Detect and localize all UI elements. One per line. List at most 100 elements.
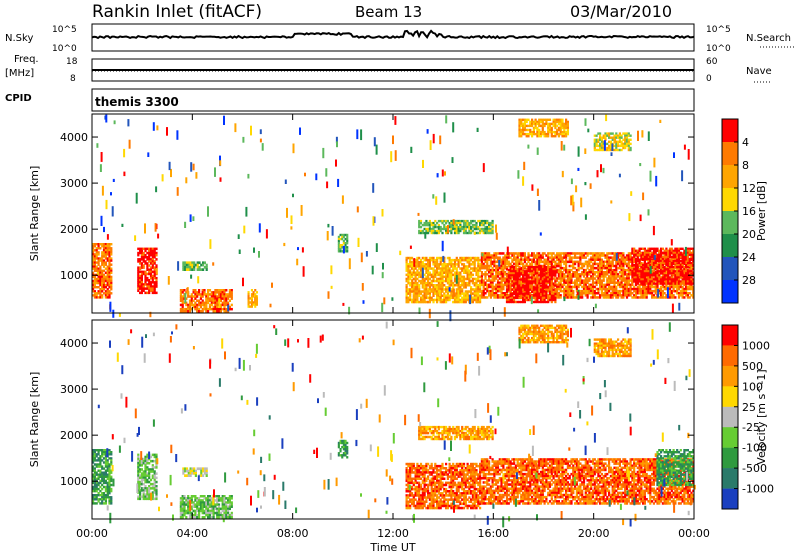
power-cell-46: [96, 243, 98, 245]
power-cell-3866: [545, 284, 547, 286]
power-cell-3957: [631, 282, 633, 284]
power-cell-682: [193, 261, 195, 264]
power-cell-409: [155, 254, 157, 257]
power-cell-3561: [506, 297, 508, 299]
power-cell-657: [231, 308, 233, 311]
power-cell-138: [103, 270, 105, 272]
power-cell-3750: [531, 284, 533, 286]
power-cell-3926: [553, 289, 555, 291]
cpid-panel: [92, 89, 694, 111]
power-cell-780: [346, 242, 348, 244]
power-cell-4889: [540, 135, 542, 137]
power-cell-490: [196, 295, 198, 298]
nsky-tick-top: 10^5: [52, 25, 77, 35]
power-cell-4671: [450, 232, 452, 234]
nsearch-tick-bottom: 10^0: [706, 44, 731, 54]
freq-tick-top: 18: [66, 57, 78, 67]
power-cell-495: [196, 310, 198, 313]
power-cell-4895: [542, 129, 544, 131]
nsky-label: N.Sky: [5, 33, 33, 44]
power-cell-4565: [628, 132, 630, 134]
power-cell-3552: [506, 268, 508, 270]
power-cell-4856: [531, 135, 533, 137]
power-cell-629: [225, 289, 227, 292]
power-cell-3910: [551, 280, 553, 282]
power-cell-133: [103, 255, 105, 257]
power-cell-4540: [621, 137, 623, 139]
power-cell-3566: [508, 276, 510, 278]
power-cell-137: [103, 266, 105, 268]
nsky-trace: [92, 31, 694, 38]
power-cell-4459: [599, 132, 601, 134]
power-heatmap: [92, 115, 694, 322]
power-cell-542: [207, 302, 209, 305]
power-cell-647: [229, 295, 231, 298]
power-cell-4208: [664, 260, 666, 262]
power-cell-91: [99, 268, 101, 270]
power-cell-736: [256, 291, 258, 293]
power-cell-233: [110, 284, 112, 286]
site-title: Rankin Inlet (fitACF): [92, 2, 262, 22]
power-cell-599: [218, 310, 220, 313]
power-cell-3720: [527, 274, 529, 276]
power-cell-4964: [561, 119, 563, 121]
power-cell-702: [206, 266, 208, 269]
power-cell-222: [110, 253, 112, 255]
power-cell-224: [110, 259, 112, 261]
power-cell-4955: [558, 135, 560, 137]
power-cell-4850: [531, 119, 533, 121]
power-cell-777: [346, 236, 348, 238]
freq-label-2: [MHz]: [5, 68, 34, 79]
power-cell-4506: [612, 132, 614, 134]
power-cell-144: [103, 284, 105, 286]
power-cell-315: [144, 283, 146, 286]
power-cell-3753: [531, 291, 533, 293]
power-cell-4839: [527, 119, 529, 121]
power-cell-418: [155, 285, 157, 288]
power-cell-4000: [637, 282, 639, 284]
power-cell-449: [185, 304, 187, 307]
power-cell-316: [144, 287, 146, 290]
power-cell-64: [96, 296, 98, 298]
power-cell-410: [155, 258, 157, 261]
power-cell-147: [103, 292, 105, 294]
power-cell-3936: [554, 280, 556, 282]
power-cell-3989: [637, 258, 639, 260]
power-cell-451: [185, 310, 187, 313]
power-cell-4289: [674, 256, 676, 258]
power-cell-379: [152, 271, 154, 274]
power-cell-3551: [506, 266, 508, 268]
nave-tick-top: 60: [706, 57, 718, 67]
power-cell-4361: [683, 262, 685, 264]
power-cell-126: [101, 296, 103, 298]
power-cell-236: [110, 292, 112, 294]
power-cell-223: [110, 257, 112, 259]
power-cell-2683: [603, 279, 605, 282]
power-cell-2533: [587, 296, 589, 299]
power-cell-728: [254, 289, 256, 291]
power-cell-703: [206, 268, 208, 271]
power-cell-3381: [674, 296, 676, 299]
power-cell-3938: [554, 284, 556, 286]
power-cell-783: [346, 250, 348, 252]
power-cell-4518: [615, 132, 617, 134]
power-cell-715: [251, 289, 253, 291]
power-cell-142: [103, 280, 105, 282]
power-cell-220: [110, 249, 112, 251]
power-cell-3942: [554, 301, 556, 303]
power-cell-383: [152, 281, 154, 284]
power-cell-701: [206, 264, 208, 267]
power-cell-4014: [640, 262, 642, 264]
power-cell-217: [108, 296, 110, 298]
power-cell-3559: [506, 291, 508, 293]
cpid-label: CPID: [5, 93, 32, 104]
power-cell-228: [110, 272, 112, 274]
power-cell-4646: [441, 232, 443, 234]
power-cell-317: [144, 292, 146, 295]
power-cell-226: [110, 268, 112, 270]
power-cell-4834: [526, 121, 528, 123]
power-cell-4843: [527, 135, 529, 137]
nsky-tick-bottom: 10^0: [52, 44, 77, 54]
power-cell-387: [152, 292, 154, 295]
power-cell-48: [96, 249, 98, 251]
